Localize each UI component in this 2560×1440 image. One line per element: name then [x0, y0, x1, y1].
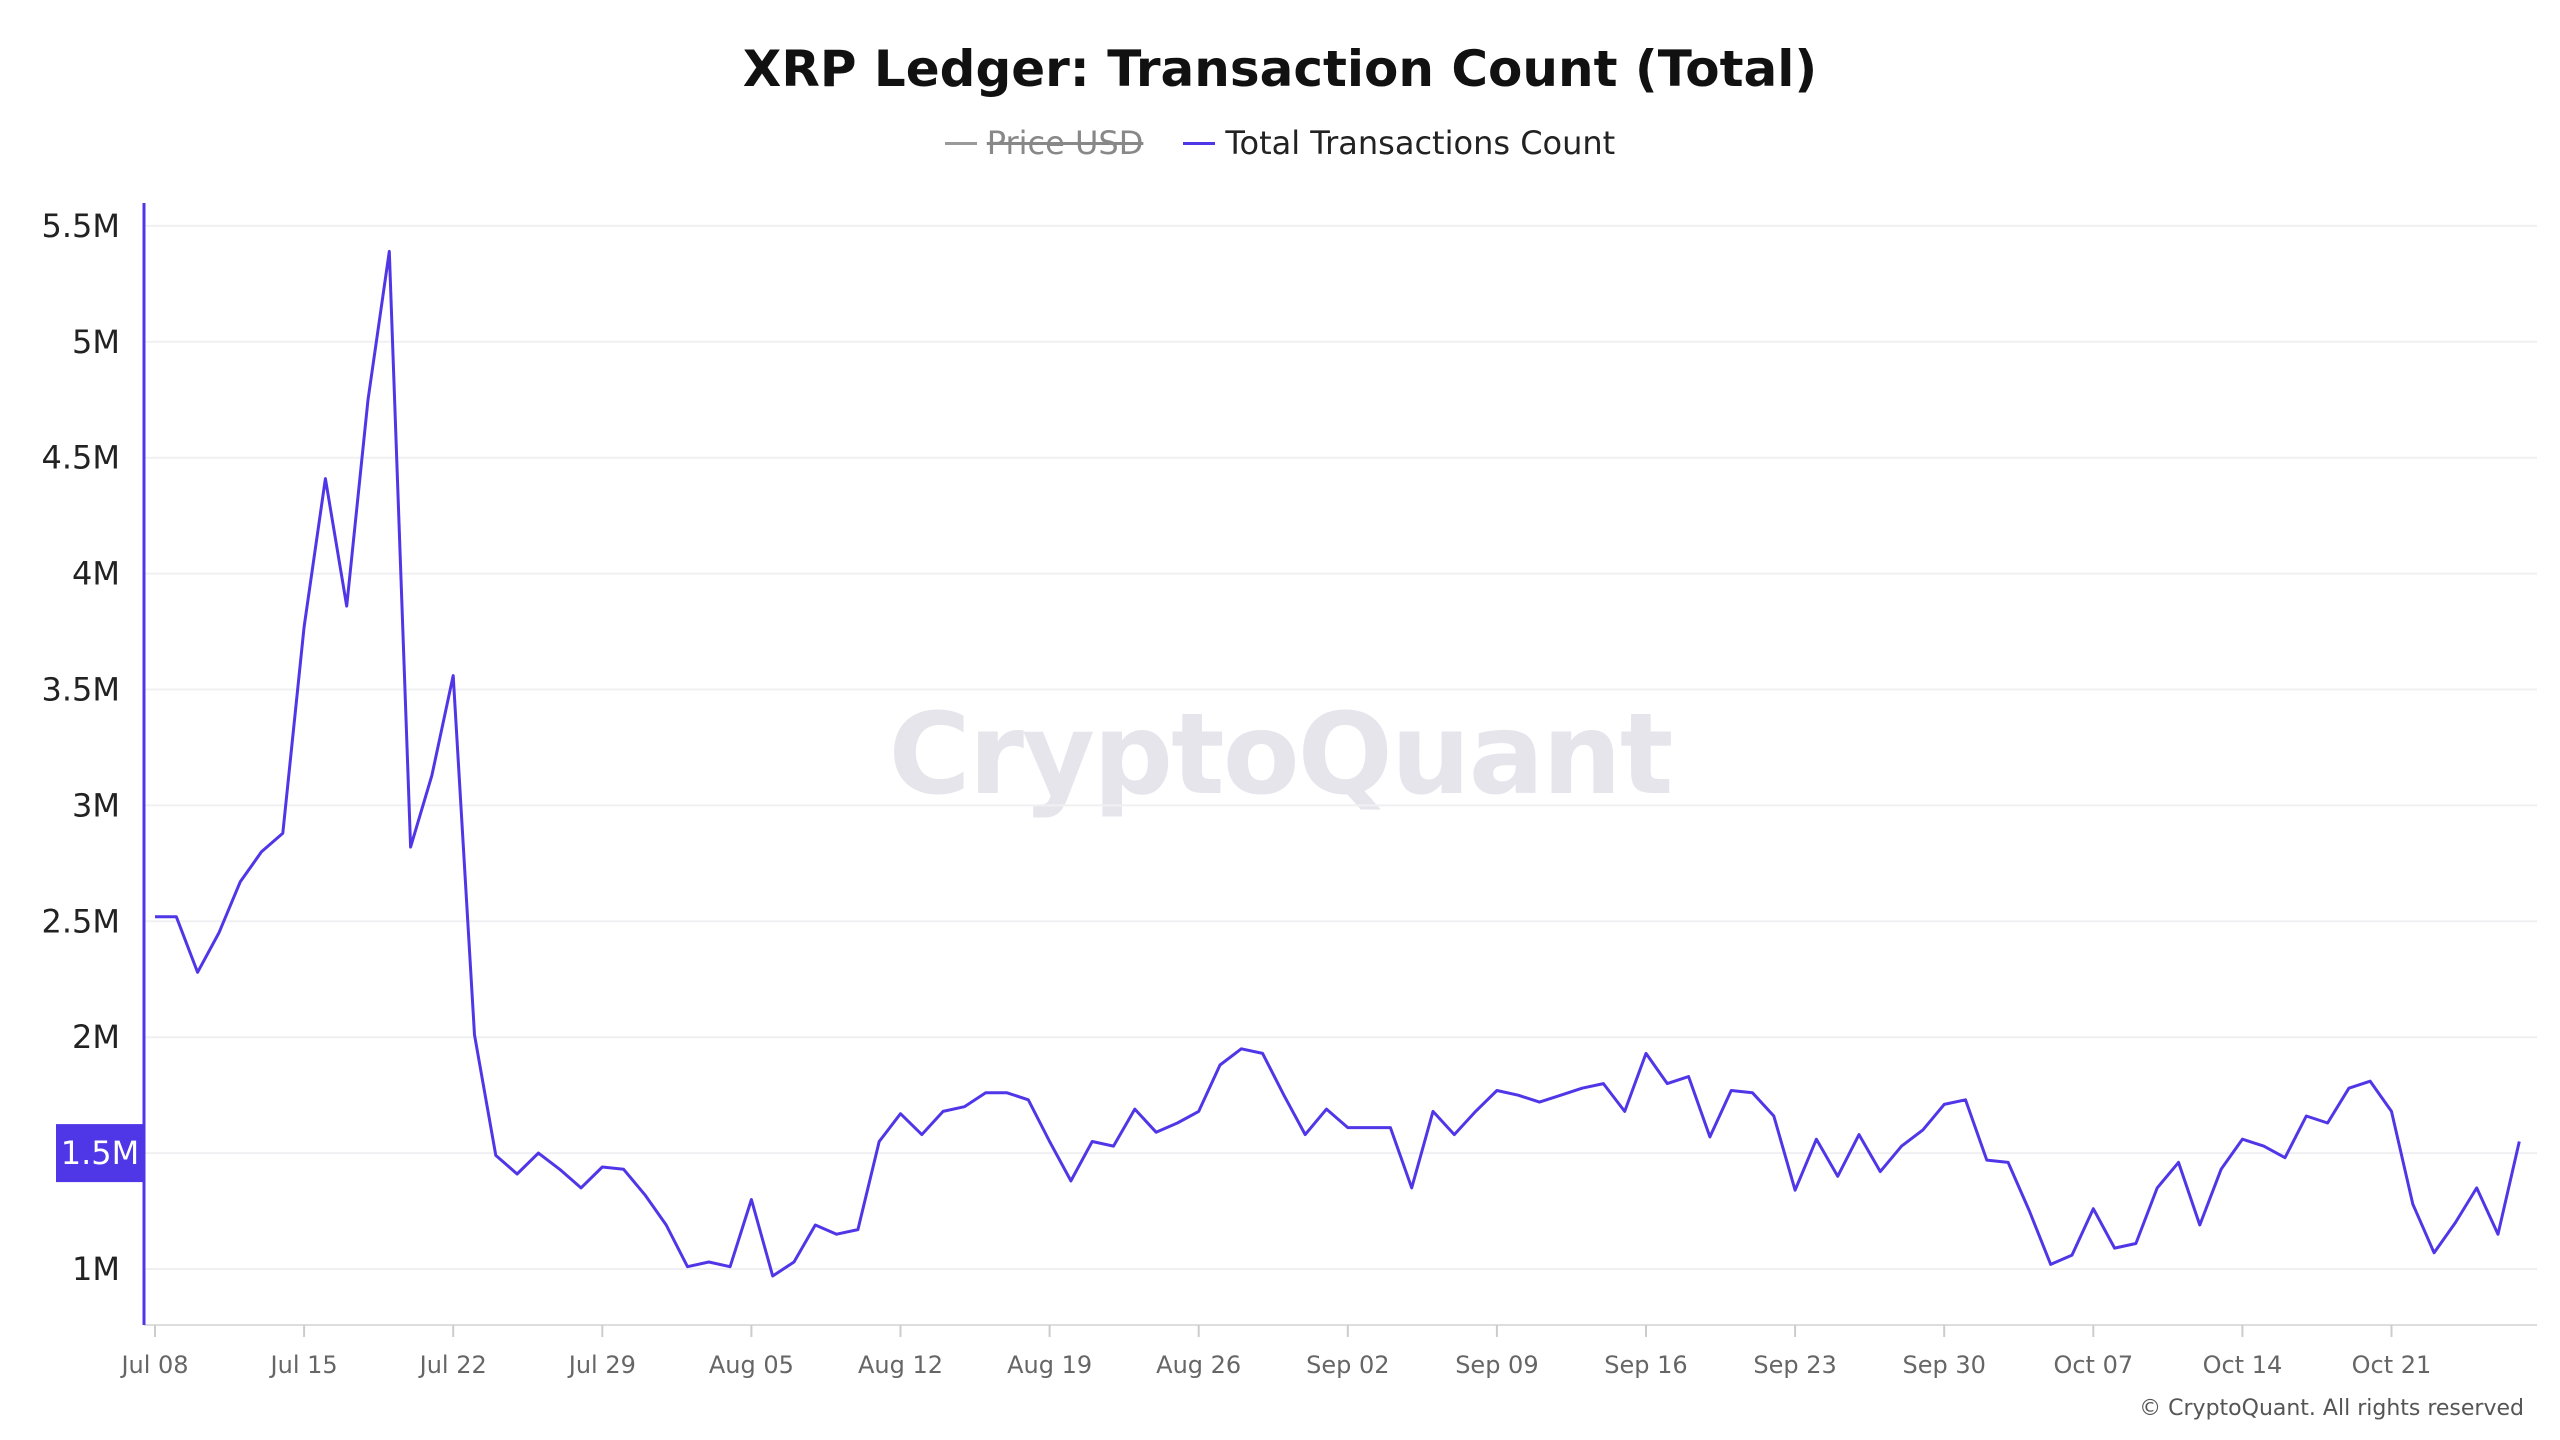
y-tick-label: 5.5M — [42, 207, 121, 245]
x-tick-label: Jul 22 — [418, 1351, 487, 1379]
legend-swatch-total-transactions — [1183, 141, 1216, 145]
legend-item-price-usd[interactable]: Price USD — [944, 124, 1144, 162]
x-tick-label: Oct 07 — [2053, 1351, 2133, 1379]
y-tick-label: 2M — [72, 1018, 120, 1056]
x-tick-label: Sep 23 — [1753, 1351, 1836, 1379]
copyright-text: © CryptoQuant. All rights reserved — [2139, 1396, 2524, 1421]
y-tick-label: 4.5M — [42, 439, 121, 477]
x-tick-label: Sep 30 — [1902, 1351, 1985, 1379]
x-tick-label: Sep 02 — [1306, 1351, 1389, 1379]
y-highlight-label: 1.5M — [61, 1134, 140, 1172]
x-tick-label: Sep 09 — [1455, 1351, 1538, 1379]
legend-swatch-price-usd — [944, 141, 977, 145]
x-tick-label: Aug 05 — [709, 1351, 794, 1379]
x-tick-label: Jul 29 — [567, 1351, 636, 1379]
legend-label-price-usd: Price USD — [986, 124, 1144, 162]
y-tick-label: 5M — [72, 323, 120, 361]
legend-item-total-transactions[interactable]: Total Transactions Count — [1183, 124, 1615, 162]
x-tick-label: Oct 14 — [2203, 1351, 2283, 1379]
y-tick-label: 3M — [72, 786, 120, 824]
x-tick-label: Sep 16 — [1604, 1351, 1687, 1379]
series-line-total-transactions — [155, 249, 2521, 1278]
x-tick-label: Aug 26 — [1156, 1351, 1241, 1379]
legend-label-total-transactions: Total Transactions Count — [1225, 124, 1616, 162]
x-tick-label: Jul 15 — [269, 1351, 338, 1379]
chart-title: XRP Ledger: Transaction Count (Total) — [742, 40, 1818, 98]
legend: Price USD Total Transactions Count — [0, 124, 2560, 162]
y-tick-label: 4M — [72, 555, 120, 593]
y-tick-label: 3.5M — [42, 671, 121, 709]
y-tick-label: 1M — [72, 1250, 120, 1288]
x-tick-label: Aug 19 — [1007, 1351, 1092, 1379]
x-tick-label: Aug 12 — [858, 1351, 943, 1379]
watermark-logo: CryptoQuant — [888, 690, 1674, 820]
x-tick-label: Jul 08 — [119, 1351, 188, 1379]
y-highlight-badge — [56, 1124, 144, 1183]
x-tick-label: Oct 21 — [2352, 1351, 2432, 1379]
y-tick-label: 2.5M — [42, 902, 121, 940]
